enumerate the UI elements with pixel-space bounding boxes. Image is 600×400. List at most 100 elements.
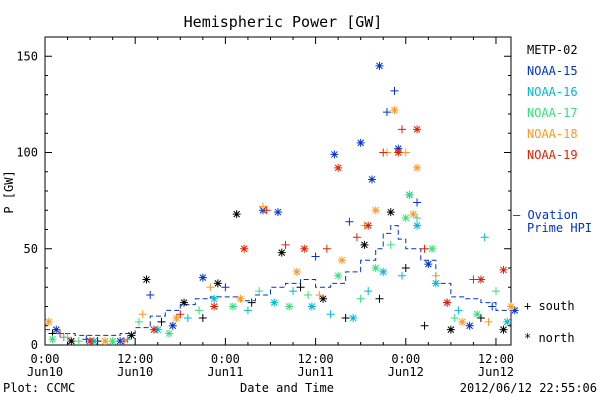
data-point-north xyxy=(431,279,440,288)
x-tick-time-label: 12:00 xyxy=(478,352,514,366)
legend-entry: NOAA-15 xyxy=(527,64,578,78)
data-point-north xyxy=(349,314,358,323)
data-point-north xyxy=(232,210,241,219)
legend-entry: NOAA-16 xyxy=(527,85,578,99)
data-point-south xyxy=(491,287,500,296)
data-point-north xyxy=(274,208,282,217)
data-point-south xyxy=(138,310,147,319)
data-point-south xyxy=(488,302,497,311)
data-point-north xyxy=(499,265,508,274)
data-point-north xyxy=(465,321,474,330)
data-point-north xyxy=(198,273,207,282)
data-point-north xyxy=(228,302,237,311)
data-point-north xyxy=(371,206,380,215)
data-point-south xyxy=(431,271,440,280)
data-point-south xyxy=(386,240,395,249)
data-point-north xyxy=(149,325,158,334)
data-point-north xyxy=(476,275,485,284)
data-point-north xyxy=(375,61,384,70)
data-point-north xyxy=(499,325,508,334)
data-point-north xyxy=(503,317,512,326)
x-axis-label: Date and Time xyxy=(240,381,334,395)
data-point-north xyxy=(44,317,53,326)
data-point-south xyxy=(326,310,335,319)
data-point-south xyxy=(255,287,264,296)
data-point-south xyxy=(476,314,485,323)
data-point-north xyxy=(334,271,343,280)
plot-timestamp: 2012/06/12 22:55:06 xyxy=(460,381,597,395)
data-point-south xyxy=(352,233,361,242)
data-point-north xyxy=(52,325,61,334)
data-point-north xyxy=(210,302,219,311)
data-point-north xyxy=(379,267,388,276)
data-point-south xyxy=(281,240,290,249)
data-point-north xyxy=(236,294,245,303)
data-point-south xyxy=(315,290,324,299)
data-point-south xyxy=(345,217,354,226)
data-point-south xyxy=(469,275,478,284)
data-point-north xyxy=(473,310,482,319)
data-point-north xyxy=(386,208,395,217)
x-tick-day-label: Jun12 xyxy=(388,365,424,379)
data-point-south xyxy=(413,198,422,207)
data-point-north xyxy=(210,294,219,303)
y-tick-label: 0 xyxy=(31,338,38,352)
data-point-south xyxy=(296,283,305,292)
plot-frame xyxy=(44,36,512,346)
data-point-north xyxy=(300,244,309,253)
ovation-prime-hpi-line xyxy=(45,225,512,336)
x-tick-day-label: Jun12 xyxy=(478,365,514,379)
y-axis-label: P [GW] xyxy=(2,170,16,213)
data-point-north xyxy=(356,138,365,147)
data-point-north xyxy=(330,150,339,159)
data-point-south xyxy=(56,329,65,338)
data-point-south xyxy=(322,244,331,253)
data-point-north xyxy=(180,298,189,307)
data-point-south xyxy=(401,148,410,157)
data-point-north xyxy=(67,337,76,346)
legend-ovation-line2: Prime HPI xyxy=(527,221,592,235)
data-point-south xyxy=(454,306,463,315)
legend: METP-02 NOAA-15 NOAA-16 NOAA-17 NOAA-18 NOAA-… xyxy=(513,43,592,235)
data-point-south xyxy=(258,202,267,211)
data-point-south xyxy=(63,333,72,342)
x-tick-day-label: Jun10 xyxy=(117,365,153,379)
legend-entry: NOAA-17 xyxy=(527,106,578,120)
marker-legend-north: * north xyxy=(524,331,575,345)
data-point-south xyxy=(450,314,459,323)
x-tick-time-label: 0:00 xyxy=(391,352,420,366)
y-tick-label: 100 xyxy=(16,146,38,160)
x-tick-time-label: 12:00 xyxy=(298,352,334,366)
x-tick-day-label: Jun11 xyxy=(207,365,243,379)
legend-entry: NOAA-19 xyxy=(527,148,578,162)
data-point-north xyxy=(360,240,369,249)
y-tick-label: 150 xyxy=(16,49,38,63)
data-point-south xyxy=(379,148,388,157)
data-point-south xyxy=(398,125,407,134)
data-point-north xyxy=(413,125,422,134)
data-point-south xyxy=(289,287,298,296)
data-point-south xyxy=(413,213,422,222)
data-point-north xyxy=(394,148,403,157)
data-point-south xyxy=(420,244,429,253)
data-point-north xyxy=(446,325,455,334)
data-point-south xyxy=(356,294,365,303)
data-point-north xyxy=(334,163,343,172)
data-point-south xyxy=(484,317,493,326)
data-point-north xyxy=(277,248,286,257)
data-point-north xyxy=(401,213,410,222)
legend-entry: METP-02 xyxy=(527,43,578,57)
data-point-south xyxy=(243,306,252,315)
data-point-south xyxy=(398,271,407,280)
data-point-north xyxy=(240,244,249,253)
data-point-south xyxy=(364,287,373,296)
data-point-south xyxy=(134,317,143,326)
x-tick-time-label: 0:00 xyxy=(31,352,60,366)
chart-title: Hemispheric Power [GW] xyxy=(184,13,383,31)
data-point-south xyxy=(401,264,410,272)
data-point-south xyxy=(341,314,350,323)
data-point-north xyxy=(127,331,136,340)
data-point-north xyxy=(443,298,452,307)
data-point-north xyxy=(168,321,177,330)
